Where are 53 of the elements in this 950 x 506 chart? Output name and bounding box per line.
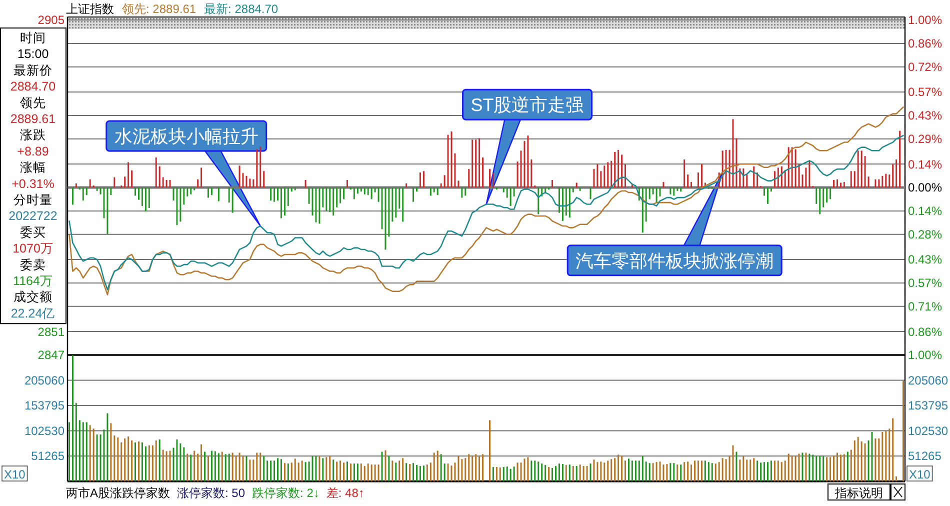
y-tick-label: 0.57% [908, 276, 942, 290]
text: 最新: 2884.70 [204, 2, 278, 16]
text: 15:00 [17, 47, 49, 62]
text: 分时量 [14, 193, 52, 207]
text: 领先: 2889.61 [122, 2, 196, 16]
y-tick-label: 51265 [31, 449, 65, 464]
text: 跌停家数: 2↓ [252, 486, 320, 500]
y-tick-label: 0.43% [908, 108, 942, 123]
y-tick-label: 0.00% [908, 180, 942, 195]
y-tick-label: 1.00% [908, 348, 942, 362]
text: 涨幅 [20, 160, 46, 175]
y-tick-label: 0.71% [908, 300, 942, 314]
y-tick-label: 0.86% [908, 324, 942, 339]
text: 时间 [20, 31, 46, 45]
text: X10 [909, 468, 931, 482]
text: X10 [4, 468, 26, 482]
y-tick-label: 0.29% [908, 132, 942, 146]
chart-title: 上证指数 [66, 2, 114, 16]
text: 2022722 [8, 209, 58, 224]
y-tick-label: 0.14% [908, 157, 942, 172]
text: 成交额 [14, 289, 52, 304]
y2-tick-label: 2851 [38, 325, 65, 340]
y-tick-label: 102530 [24, 424, 65, 438]
text: 领先 [20, 96, 46, 110]
y-tick-label: 0.72% [908, 60, 942, 74]
text: 涨跌 [20, 128, 46, 142]
text: +8.89 [17, 144, 49, 158]
text: +0.31% [12, 176, 54, 191]
y-tick-label: 0.43% [908, 252, 942, 267]
text: 委卖 [20, 258, 46, 272]
annotation: 汽车零部件板块掀涨停潮 [576, 250, 774, 271]
text: 委买 [20, 225, 46, 240]
y-tick-label: 153795 [24, 398, 65, 413]
y2-tick-label: 2847 [38, 348, 65, 362]
annotation: ST股逆市走强 [470, 95, 584, 116]
text: 涨停家数: 50 [177, 486, 246, 500]
y-tick-label: 205060 [24, 373, 65, 388]
text: 1164万 [13, 274, 53, 288]
text: 差: 48↑ [326, 486, 364, 500]
y-tick-label: 1.00% [908, 13, 942, 28]
text: 两市A股涨跌停家数 [66, 486, 170, 500]
annotation: 水泥板块小幅拉升 [114, 126, 258, 147]
y-tick-label: 0.28% [908, 228, 942, 242]
text: 2889.61 [10, 112, 56, 126]
text: 22.24亿 [10, 306, 56, 320]
y-tick-label: 0.14% [908, 204, 942, 218]
text: 1070万 [12, 242, 54, 256]
y-tick-label: 0.86% [908, 36, 942, 51]
y2-tick-label: 2905 [38, 13, 65, 28]
text: 最新价 [14, 63, 52, 78]
y-tick-label: 0.57% [908, 85, 942, 100]
text: 2884.70 [10, 80, 56, 94]
text: 指标说明 [834, 486, 883, 500]
